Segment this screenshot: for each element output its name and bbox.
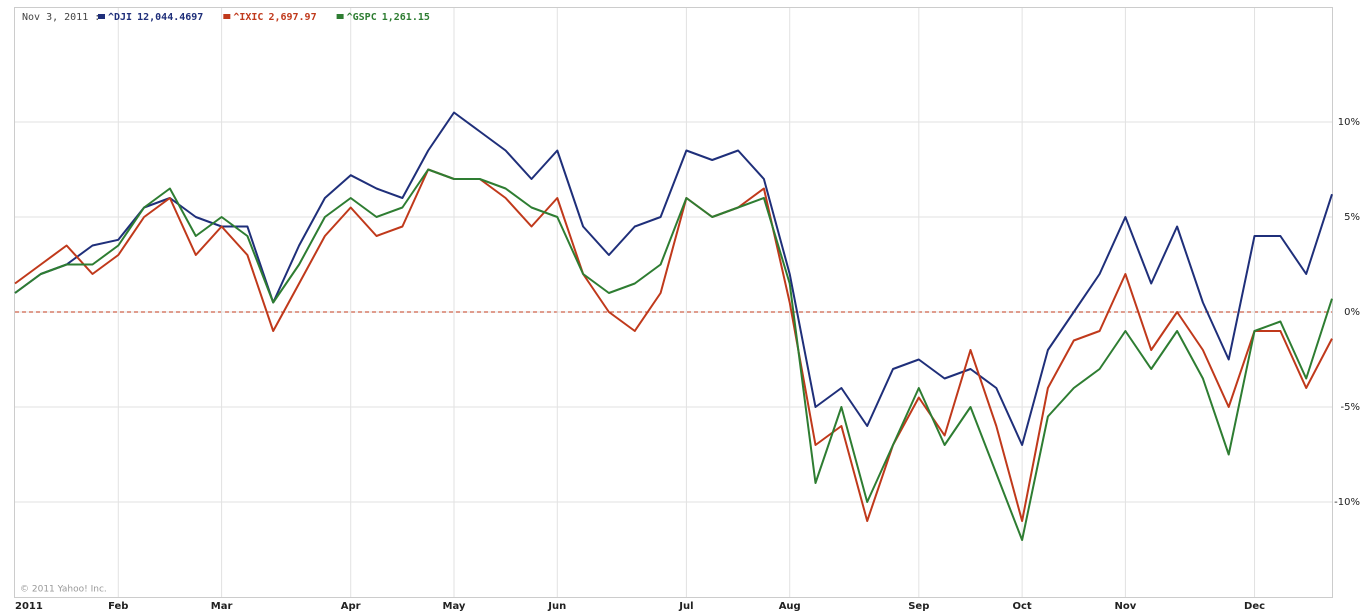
x-tick-label: Nov: [1115, 601, 1137, 612]
series-line: [14, 168, 1333, 522]
legend-name: ^GSPC: [347, 12, 377, 23]
y-tick-label: 0%: [1344, 307, 1360, 318]
legend-name: ^IXIC: [233, 12, 263, 23]
y-tick-label: 5%: [1344, 212, 1360, 223]
x-tick-label: Jun: [547, 601, 566, 612]
x-tick-label: Apr: [341, 601, 361, 612]
legend-swatch: [98, 14, 105, 19]
legend-value: 2,697.97: [268, 12, 316, 23]
x-tick-label: 2011: [15, 601, 43, 612]
x-tick-label: Sep: [908, 601, 929, 612]
y-tick-label: 10%: [1338, 117, 1360, 128]
x-tick-label: Oct: [1013, 601, 1032, 612]
y-tick-label: -10%: [1334, 497, 1360, 508]
x-tick-label: Dec: [1244, 601, 1265, 612]
y-tick-label: -5%: [1341, 402, 1360, 413]
legend-date: Nov 3, 2011 :: [22, 12, 100, 23]
legend-name: ^DJI: [108, 12, 132, 23]
series-line: [14, 168, 1333, 541]
legend-swatch: [336, 14, 344, 19]
x-tick-label: Feb: [108, 601, 128, 612]
x-tick-label: May: [443, 601, 466, 612]
x-tick-label: Mar: [211, 601, 233, 612]
credit: © 2011 Yahoo! Inc.: [20, 585, 107, 595]
x-tick-label: Jul: [678, 601, 693, 612]
x-tick-label: Aug: [779, 601, 801, 612]
legend-value: 1,261.15: [382, 12, 430, 23]
legend-swatch: [223, 14, 231, 19]
legend-value: 12,044.4697: [137, 12, 203, 23]
